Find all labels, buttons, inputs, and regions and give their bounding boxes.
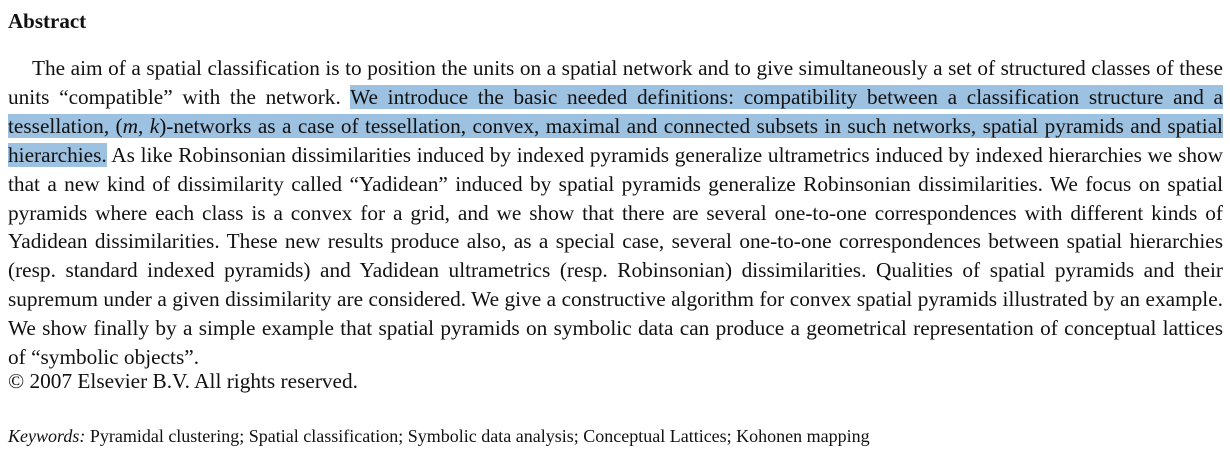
abstract-paragraph[interactable]: The aim of a spatial classification is t… (8, 54, 1223, 372)
copyright-notice: © 2007 Elsevier B.V. All rights reserved… (8, 369, 358, 393)
math-variable-m: m (122, 113, 139, 138)
math-comma: , (138, 113, 150, 138)
keywords-line: Keywords: Pyramidal clustering; Spatial … (8, 424, 870, 448)
keywords-list: Pyramidal clustering; Spatial classifica… (85, 426, 870, 446)
selected-text-part-a: We introduce the basic needed definition… (8, 84, 1223, 138)
math-variable-k: k (149, 113, 160, 138)
abstract-heading: Abstract (8, 9, 87, 33)
selected-text-part-b: )-networks as a case of tessellation, co… (8, 113, 1223, 167)
keywords-label: Keywords: (8, 426, 86, 446)
abstract-text-rest: As like Robinsonian dissimilarities indu… (8, 142, 1223, 370)
abstract-text-intro: The aim of a spatial classification is t… (8, 56, 1223, 109)
